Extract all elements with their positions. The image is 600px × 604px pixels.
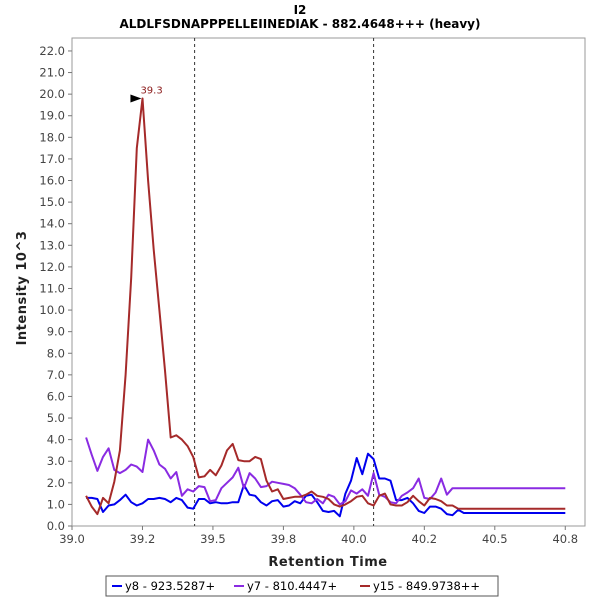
y-tick-label: 21.0	[39, 66, 65, 80]
x-axis-label: Retention Time	[268, 555, 387, 570]
y-tick-label: 18.0	[39, 130, 65, 144]
y-tick-label: 0.0	[47, 519, 65, 533]
legend-box	[105, 575, 499, 597]
x-tick-label: 40.0	[341, 532, 367, 546]
x-tick-label: 40.5	[482, 532, 508, 546]
y-axis-label: Intensity 10^3	[15, 231, 30, 346]
legend-entry: y15 - 849.9738++	[373, 579, 480, 593]
peak-marker-icon	[130, 94, 142, 103]
y-tick-label: 20.0	[39, 87, 65, 101]
x-tick-label: 39.5	[200, 532, 226, 546]
y-tick-label: 8.0	[47, 346, 65, 360]
y-tick-label: 14.0	[39, 217, 65, 231]
x-tick-label: 40.2	[412, 532, 438, 546]
y-tick-label: 5.0	[47, 411, 65, 425]
x-tick-label: 40.8	[552, 532, 578, 546]
y-tick-label: 2.0	[47, 476, 65, 490]
y-tick-label: 9.0	[47, 325, 65, 339]
y-tick-label: 6.0	[47, 389, 65, 403]
y-tick-label: 3.0	[47, 454, 65, 468]
series-line-y8	[86, 452, 566, 518]
legend-entry: y8 - 923.5287+	[125, 579, 215, 593]
x-tick-label: 39.0	[59, 532, 85, 546]
y-tick-label: 13.0	[39, 238, 65, 252]
plot-frame	[71, 37, 586, 527]
x-tick-label: 39.8	[271, 532, 297, 546]
plot-area: 0.0 1.0 2.0 3.0 4.0 5.0 6.0 7.0 8.0 9.0 10.0 11.0 12…	[39, 37, 586, 546]
y-tick-label: 15.0	[39, 195, 65, 209]
y-tick-label: 22.0	[39, 44, 65, 58]
chart-subtitle: ALDLFSDNAPPPELLEIINEDIAK - 882.4648+++ (…	[119, 17, 480, 31]
y-tick-label: 17.0	[39, 152, 65, 166]
y-tick-label: 12.0	[39, 260, 65, 274]
legend: y8 - 923.5287+ y7 - 810.4447+ y15 - 849.97…	[105, 575, 499, 597]
y-tick-label: 11.0	[39, 281, 65, 295]
x-tick-label: 39.2	[130, 532, 156, 546]
series-line-y7	[85, 437, 566, 506]
y-tick-label: 10.0	[39, 303, 65, 317]
chart-title: I2	[294, 3, 307, 17]
y-tick-label: 7.0	[47, 368, 65, 382]
peak-annotation-label: 39.3	[140, 85, 162, 96]
series-line-y15	[85, 97, 566, 516]
y-tick-label: 4.0	[47, 433, 65, 447]
legend-entry: y7 - 810.4447+	[247, 579, 337, 593]
y-tick-label: 1.0	[47, 497, 65, 511]
y-tick-label: 16.0	[39, 174, 65, 188]
y-tick-label: 19.0	[39, 109, 65, 123]
